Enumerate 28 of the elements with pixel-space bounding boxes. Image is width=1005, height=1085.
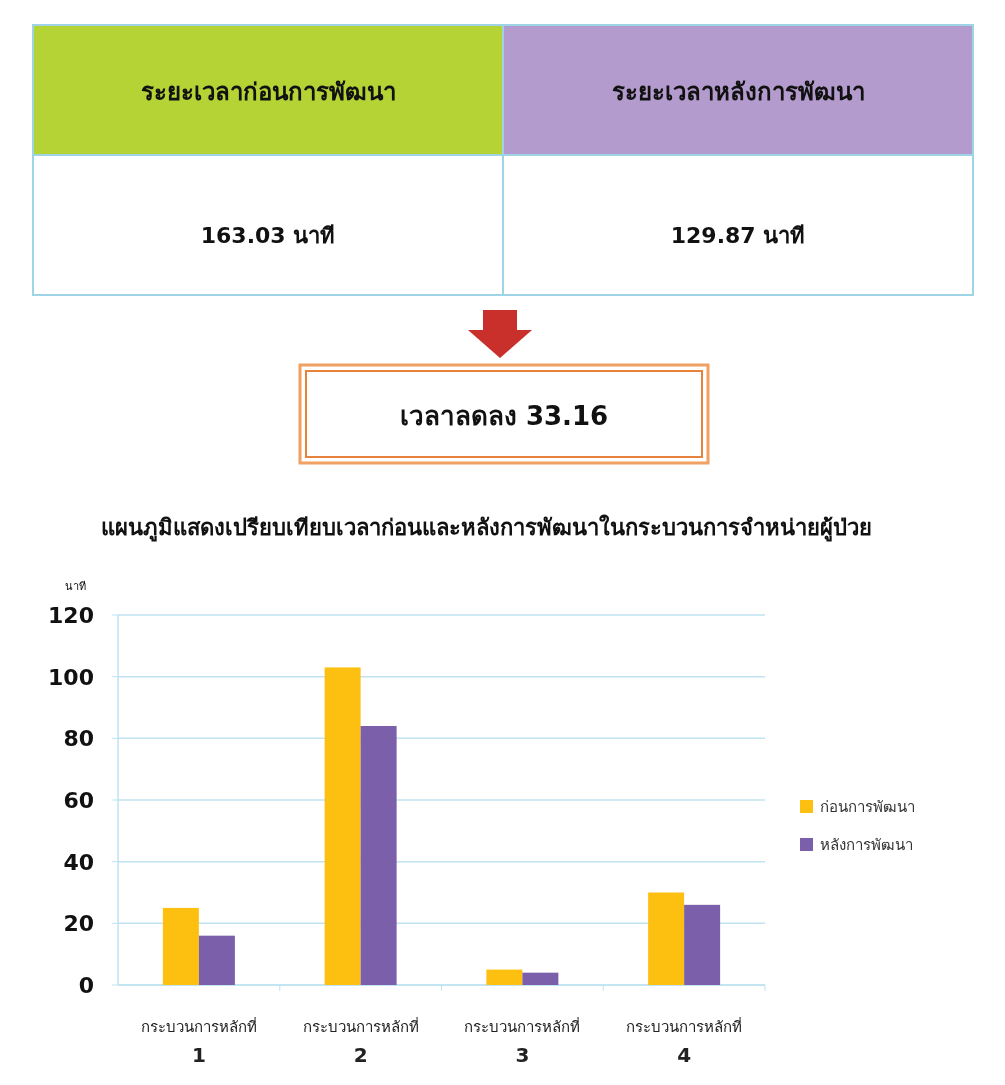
y-axis-title: นาที	[64, 580, 86, 593]
text: ระยะเวลาก่อนการพัฒนา	[140, 78, 396, 106]
legend-label: ก่อนการพัฒนา	[820, 798, 915, 816]
text: เวลาลดลง 33.16	[399, 401, 609, 431]
y-tick-label: 100	[48, 664, 94, 690]
y-tick-label: 60	[63, 788, 94, 813]
y-tick-label: 80	[63, 726, 94, 752]
bar	[324, 667, 361, 985]
bar	[162, 907, 199, 985]
x-tick-label: กระบวนการหลักที่ 1	[140, 1016, 257, 1067]
bar	[486, 969, 523, 985]
bar	[684, 904, 721, 985]
text: 163.03 นาที	[200, 223, 336, 248]
y-tick-label: 20	[63, 911, 94, 937]
bar	[198, 935, 235, 985]
y-tick-label: 120	[48, 603, 94, 628]
chart-title: แผนภูมิแสดงเปรียบเทียบเวลาก่อนและหลังการพัฒนาในกระบวนการจำหน่ายผู้ป่วย	[100, 514, 872, 542]
y-tick-label: 0	[78, 973, 94, 998]
x-tick-label: กระบวนการหลักที่ 3	[464, 1016, 581, 1067]
legend-label: หลังการพัฒนา	[820, 836, 913, 854]
x-tick-label: กระบวนการหลักที่ 2	[302, 1016, 419, 1067]
bar	[648, 892, 685, 985]
bar	[522, 972, 559, 985]
text: 129.87 นาที	[670, 223, 806, 248]
bar	[360, 726, 397, 985]
text: ระยะเวลาหลังการพัฒนา	[611, 78, 865, 106]
x-tick-label: กระบวนการหลักที่ 4	[626, 1016, 743, 1067]
y-tick-label: 40	[63, 849, 94, 875]
